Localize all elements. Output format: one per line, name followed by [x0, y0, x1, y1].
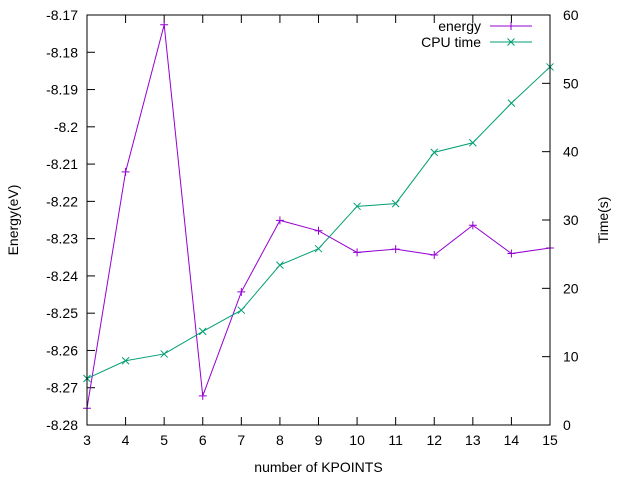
data-point	[507, 249, 516, 258]
data-point	[276, 261, 284, 269]
data-point	[314, 226, 323, 235]
data-point	[237, 287, 246, 296]
x-tick-label: 6	[199, 432, 207, 448]
x-tick-label: 9	[315, 432, 323, 448]
plot-frame	[86, 14, 551, 426]
series-layer	[83, 20, 554, 413]
x-tick-label: 4	[122, 432, 130, 448]
series-cpu-time	[83, 63, 554, 383]
data-point	[198, 327, 207, 336]
legend-marker	[507, 22, 515, 30]
y2-axis-label: Time(s)	[595, 197, 611, 244]
x-tick-label: 7	[237, 432, 245, 448]
data-point	[391, 199, 400, 208]
y2-tick-label: 20	[563, 280, 579, 296]
data-point	[121, 167, 130, 176]
series-energy	[83, 20, 554, 413]
x-tick-label: 15	[542, 432, 558, 448]
data-point	[468, 221, 477, 230]
y-tick-label: -8.26	[46, 342, 78, 358]
y-tick-label: -8.27	[46, 380, 78, 396]
x-tick-label: 8	[276, 432, 284, 448]
y-tick-label: -8.19	[46, 82, 78, 98]
y-tick-label: -8.18	[46, 44, 78, 60]
data-point	[237, 306, 246, 315]
y-tick-label: -8.2	[54, 119, 78, 135]
y-tick-label: -8.23	[46, 231, 78, 247]
y2-tick-label: 30	[563, 212, 579, 228]
series-line	[86, 24, 551, 409]
y-tick-label: -8.28	[46, 417, 78, 433]
data-point	[430, 251, 439, 260]
y2-tick-label: 0	[563, 417, 571, 433]
legend-marker	[507, 38, 515, 46]
x-tick-label: 5	[160, 432, 168, 448]
y2-tick-label: 50	[563, 75, 579, 91]
y2-tick-label: 10	[563, 349, 579, 365]
data-point	[160, 350, 169, 358]
y-axis-label: Energy(eV)	[5, 185, 21, 256]
y-tick-label: -8.24	[46, 268, 78, 284]
data-point	[353, 248, 362, 257]
data-point	[430, 148, 439, 157]
x-axis-label: number of KPOINTS	[254, 459, 382, 475]
x-tick-label: 11	[388, 432, 403, 448]
y-tick-label: -8.21	[46, 156, 78, 172]
legend-label: energy	[438, 18, 481, 34]
x-tick-label: 3	[83, 432, 91, 448]
data-point	[314, 244, 323, 253]
x-tick-label: 13	[465, 432, 481, 448]
y-tick-label: -8.17	[46, 7, 78, 23]
x-tick-label: 12	[426, 432, 442, 448]
y2-tick-label: 60	[563, 7, 579, 23]
data-point	[275, 216, 284, 225]
data-point	[353, 202, 361, 211]
x-tick-label: 10	[349, 432, 365, 448]
data-point	[468, 138, 477, 147]
y-tick-label: -8.25	[46, 305, 78, 321]
legend-label: CPU time	[421, 34, 481, 50]
data-point	[391, 245, 400, 254]
y-tick-label: -8.22	[46, 193, 78, 209]
y2-tick-label: 40	[563, 144, 579, 160]
data-point	[160, 20, 169, 29]
x-tick-label: 14	[504, 432, 520, 448]
series-line	[86, 66, 551, 379]
data-point	[507, 99, 516, 108]
axis-ticks: 3 4 5 6 7 8 9 10 11 12 13 14 15 -8.28 -8.27 -8.26 -8.25 -…	[46, 7, 579, 448]
data-point	[121, 356, 130, 365]
data-point	[198, 391, 207, 400]
